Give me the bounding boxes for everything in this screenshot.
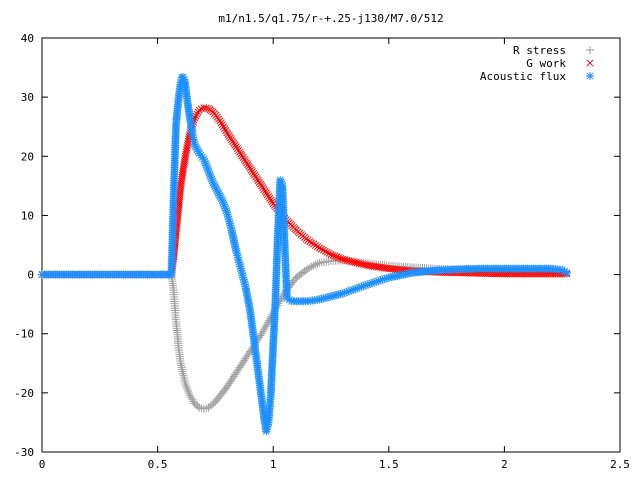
data-point bbox=[353, 259, 361, 267]
data-point bbox=[307, 262, 316, 271]
y-tick-label: 10 bbox=[21, 209, 34, 222]
data-point bbox=[182, 381, 191, 390]
data-point bbox=[347, 257, 355, 265]
data-point bbox=[351, 258, 359, 266]
data-point bbox=[329, 251, 337, 259]
data-point bbox=[183, 141, 191, 150]
data-point bbox=[182, 383, 191, 392]
series-acoustic-flux bbox=[38, 73, 571, 436]
data-point bbox=[181, 379, 190, 388]
data-point bbox=[360, 261, 368, 269]
plot-frame bbox=[41, 37, 621, 453]
data-point bbox=[260, 324, 269, 333]
data-point bbox=[182, 150, 190, 158]
legend-marker bbox=[586, 72, 594, 80]
data-point bbox=[216, 117, 224, 125]
data-marks bbox=[38, 73, 571, 436]
data-point bbox=[183, 385, 192, 394]
legend-marker bbox=[586, 59, 594, 67]
data-point bbox=[311, 260, 320, 269]
data-point bbox=[182, 148, 190, 156]
data-point bbox=[355, 259, 363, 268]
data-point bbox=[183, 146, 191, 154]
data-point bbox=[339, 255, 347, 263]
data-point bbox=[263, 318, 272, 327]
data-point bbox=[262, 320, 271, 329]
data-point bbox=[327, 250, 335, 259]
y-tick-label: 40 bbox=[21, 32, 34, 45]
data-point bbox=[221, 125, 229, 133]
y-tick-label: -10 bbox=[14, 328, 34, 341]
data-point bbox=[331, 252, 339, 260]
x-tick-label: 1.5 bbox=[379, 458, 399, 471]
data-point bbox=[303, 264, 312, 273]
data-point bbox=[323, 248, 331, 256]
data-point bbox=[335, 254, 343, 262]
data-point bbox=[202, 104, 210, 112]
axes-ticks: 0 0.5 1 1.5 2 2.5 -30 -20 -10 0 10 20 30 40 bbox=[14, 32, 630, 471]
data-point bbox=[183, 144, 191, 152]
data-point bbox=[195, 106, 203, 114]
data-point bbox=[219, 123, 228, 131]
data-point bbox=[258, 327, 267, 336]
data-point bbox=[181, 152, 189, 160]
data-point bbox=[319, 246, 327, 254]
data-point bbox=[562, 268, 571, 277]
data-point bbox=[218, 121, 226, 129]
y-tick-label: 30 bbox=[21, 91, 34, 104]
data-point bbox=[217, 119, 225, 127]
data-point bbox=[349, 258, 357, 266]
data-point bbox=[345, 257, 353, 265]
data-point bbox=[309, 261, 318, 270]
data-point bbox=[193, 402, 202, 411]
data-point bbox=[257, 329, 266, 338]
data-point bbox=[222, 127, 230, 135]
data-point bbox=[184, 387, 193, 396]
y-tick-label: 20 bbox=[21, 150, 34, 163]
series-r-stress bbox=[38, 256, 571, 413]
y-tick-label: 0 bbox=[27, 269, 34, 282]
legend-marker bbox=[586, 46, 594, 54]
data-point bbox=[343, 256, 351, 264]
legend-label: Acoustic flux bbox=[480, 70, 566, 83]
x-tick-label: 0.5 bbox=[148, 458, 168, 471]
data-point bbox=[341, 256, 349, 264]
data-point bbox=[185, 389, 194, 398]
data-point bbox=[313, 259, 322, 268]
y-tick-label: -20 bbox=[14, 387, 34, 400]
x-tick-label: 2.5 bbox=[610, 458, 630, 471]
y-tick-label: -30 bbox=[14, 446, 34, 459]
data-point bbox=[337, 254, 345, 262]
data-point bbox=[325, 249, 333, 257]
chart-title: m1/n1.5/q1.75/r-+.25-j130/M7.0/512 bbox=[218, 12, 443, 25]
data-point bbox=[184, 139, 192, 147]
data-point bbox=[321, 247, 329, 255]
x-tick-label: 1 bbox=[270, 458, 277, 471]
legend-label: R stress bbox=[513, 44, 566, 57]
x-tick-label: 2 bbox=[501, 458, 508, 471]
series-g-work bbox=[38, 104, 571, 279]
data-point bbox=[333, 253, 341, 261]
data-point bbox=[259, 325, 268, 334]
data-point bbox=[305, 263, 314, 272]
legend-label: G work bbox=[526, 57, 566, 70]
x-tick-label: 0 bbox=[39, 458, 46, 471]
data-point bbox=[261, 322, 270, 331]
data-point bbox=[315, 244, 323, 252]
data-point bbox=[357, 260, 366, 268]
data-point bbox=[317, 245, 325, 253]
data-point bbox=[197, 105, 206, 113]
data-point bbox=[184, 137, 192, 145]
data-point bbox=[181, 154, 189, 162]
